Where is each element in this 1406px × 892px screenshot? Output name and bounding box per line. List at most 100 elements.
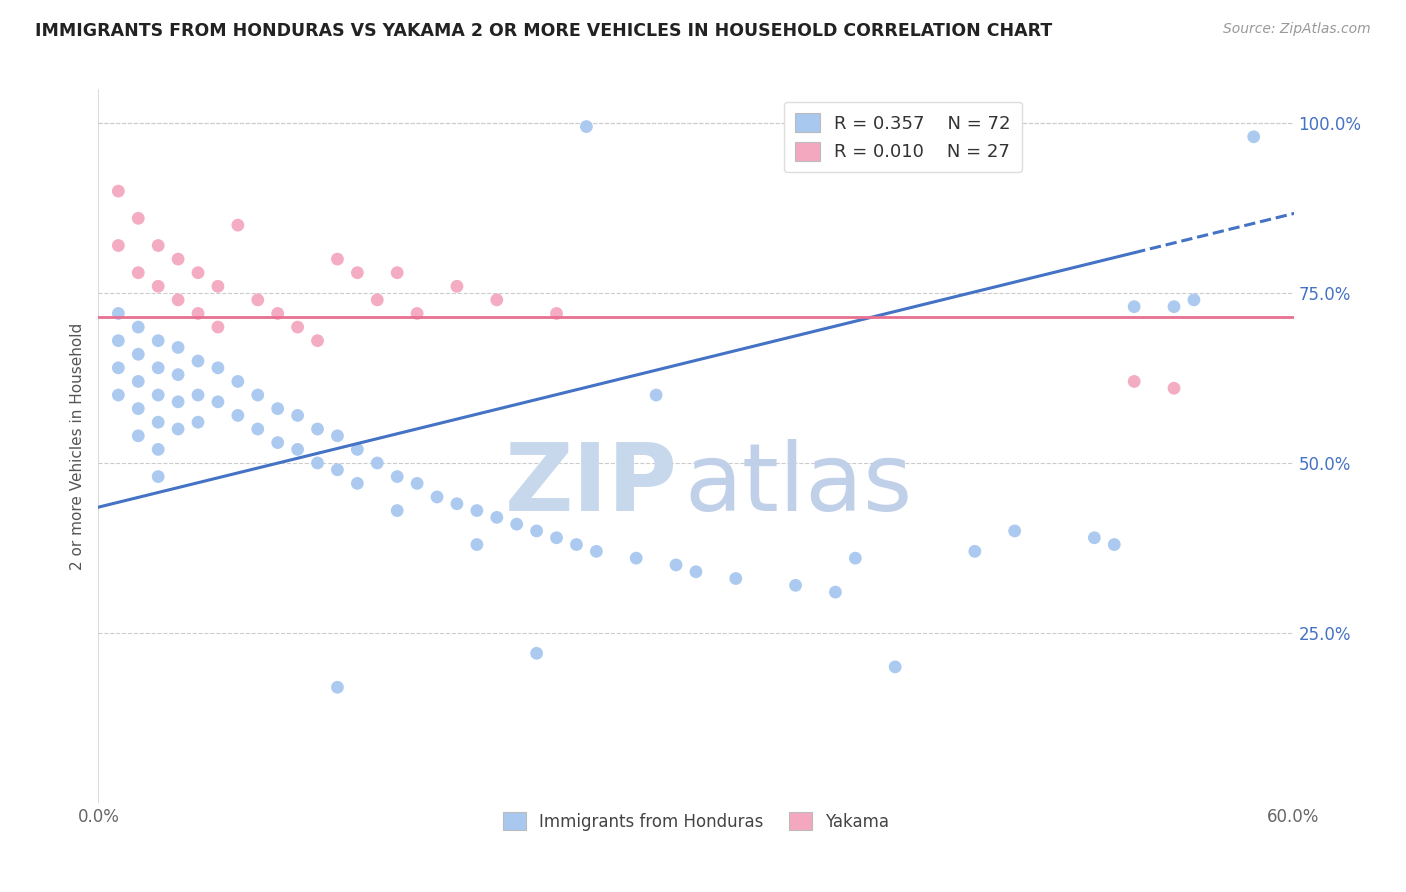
Point [207,394,229,409]
Point [287,442,309,457]
Point [226,409,249,423]
Point [148,360,170,375]
Point [585,544,607,558]
Point [127,429,149,443]
Point [267,401,290,416]
Point [366,456,388,470]
Point [844,551,866,566]
Point [884,660,907,674]
Point [167,422,190,436]
Point [385,469,409,483]
Point [107,388,129,402]
Point [385,266,409,280]
Point [485,293,508,307]
Point [645,388,668,402]
Point [406,476,429,491]
Point [565,537,588,551]
Point [267,435,290,450]
Point [246,422,269,436]
Point [148,279,170,293]
Point [187,266,209,280]
Point [465,503,488,517]
Point [346,442,368,457]
Point [267,306,290,320]
Point [207,279,229,293]
Point [824,585,846,599]
Legend: Immigrants from Honduras, Yakama: Immigrants from Honduras, Yakama [496,805,896,838]
Point [167,341,190,355]
Point [148,334,170,348]
Point [226,218,249,232]
Point [1163,300,1185,314]
Point [1004,524,1026,538]
Point [307,422,329,436]
Point [406,306,429,320]
Point [107,334,129,348]
Point [187,388,209,402]
Point [148,388,170,402]
Point [1083,531,1105,545]
Point [107,184,129,198]
Point [785,578,807,592]
Y-axis label: 2 or more Vehicles in Household: 2 or more Vehicles in Household [70,322,86,570]
Point [107,306,129,320]
Point [426,490,449,504]
Point [207,360,229,375]
Point [148,442,170,457]
Point [326,429,349,443]
Point [1182,293,1205,307]
Text: Source: ZipAtlas.com: Source: ZipAtlas.com [1223,22,1371,37]
Point [724,572,747,586]
Point [1123,300,1146,314]
Text: IMMIGRANTS FROM HONDURAS VS YAKAMA 2 OR MORE VEHICLES IN HOUSEHOLD CORRELATION C: IMMIGRANTS FROM HONDURAS VS YAKAMA 2 OR … [35,22,1053,40]
Point [326,252,349,266]
Point [127,211,149,226]
Point [127,375,149,389]
Point [287,409,309,423]
Point [665,558,688,572]
Point [326,680,349,694]
Point [187,354,209,368]
Point [307,334,329,348]
Point [685,565,707,579]
Point [207,320,229,334]
Point [546,531,568,545]
Point [167,252,190,266]
Point [148,469,170,483]
Point [167,293,190,307]
Point [366,293,388,307]
Point [107,238,129,252]
Point [526,524,548,538]
Point [963,544,986,558]
Text: atlas: atlas [685,439,912,532]
Point [626,551,648,566]
Point [148,415,170,429]
Point [226,375,249,389]
Point [546,306,568,320]
Point [148,238,170,252]
Point [287,320,309,334]
Point [167,394,190,409]
Point [446,279,468,293]
Point [1163,381,1185,395]
Point [385,503,409,517]
Point [1123,375,1146,389]
Point [1104,537,1126,551]
Point [187,306,209,320]
Point [127,266,149,280]
Point [485,510,508,524]
Text: ZIP: ZIP [505,439,678,532]
Point [167,368,190,382]
Point [307,456,329,470]
Point [127,347,149,361]
Point [575,120,598,134]
Point [246,293,269,307]
Point [127,320,149,334]
Point [246,388,269,402]
Point [506,517,529,532]
Point [346,476,368,491]
Point [1243,129,1265,144]
Point [187,415,209,429]
Point [326,463,349,477]
Point [127,401,149,416]
